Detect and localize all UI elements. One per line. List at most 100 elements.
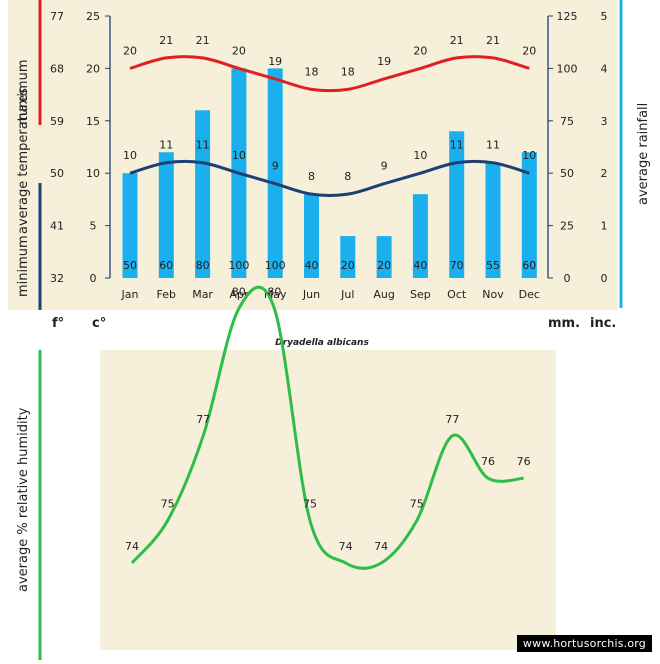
- maximum-value-label: 19: [377, 55, 391, 68]
- minimum-value-label: 10: [522, 149, 536, 162]
- rainfall-value-label: 80: [196, 259, 210, 272]
- month-tick-label: Sep: [410, 288, 431, 301]
- humidity-value-label: 75: [410, 498, 424, 511]
- minimum-value-label: 8: [308, 170, 315, 183]
- humidity-line: [130, 285, 524, 570]
- rainfall-bar: [412, 194, 428, 278]
- month-tick-label: Mar: [192, 288, 213, 301]
- celsius-tick-label: 5: [90, 220, 97, 233]
- minimum-value-label: 9: [272, 160, 279, 173]
- humidity-value-label: 74: [374, 540, 388, 553]
- rainfall-value-label: 40: [305, 259, 319, 272]
- humidity-value-label: 77: [196, 413, 210, 426]
- fahrenheit-unit-label: f°: [52, 316, 64, 331]
- mm-tick-label: 100: [557, 62, 578, 75]
- maximum-value-label: 21: [159, 34, 173, 47]
- humidity-panel-background: [100, 350, 556, 650]
- month-tick-label: Dec: [519, 288, 540, 301]
- rainfall-bar: [340, 236, 356, 278]
- mm-tick-label: 50: [560, 167, 574, 180]
- minimum-value-label: 11: [486, 139, 500, 152]
- humidity-value-label: 75: [161, 498, 175, 511]
- fahrenheit-tick-label: 41: [50, 220, 64, 233]
- humidity-value-label: 74: [339, 540, 353, 553]
- maximum-value-label: 21: [196, 34, 210, 47]
- maximum-value-label: 18: [341, 65, 355, 78]
- mm-tick-label: 75: [560, 115, 574, 128]
- minimum-label: minimum: [16, 235, 31, 297]
- month-tick-label: Feb: [157, 288, 176, 301]
- humidity-value-label: 77: [445, 413, 459, 426]
- inch-tick-label: 0: [601, 272, 608, 285]
- maximum-value-label: 20: [232, 44, 246, 57]
- inch-tick-label: 2: [601, 167, 608, 180]
- humidity-line-group: 74 75 77 80 80 75 74 74 75 77 76 76: [125, 285, 531, 570]
- humidity-value-label: 80: [232, 286, 246, 299]
- maximum-value-label: 20: [413, 44, 427, 57]
- minimum-value-label: 9: [381, 160, 388, 173]
- celsius-tick-label: 10: [86, 167, 100, 180]
- minimum-value-label: 11: [159, 139, 173, 152]
- minimum-value-label: 11: [196, 139, 210, 152]
- humidity-value-label: 75: [303, 498, 317, 511]
- rainfall-value-label: 40: [413, 259, 427, 272]
- maximum-value-label: 21: [486, 34, 500, 47]
- rainfall-bars-group: 50 60 80 100 100 40 20 20 40 70 55 60: [122, 68, 537, 279]
- maximum-value-label: 20: [123, 44, 137, 57]
- inch-tick-label: 3: [601, 115, 608, 128]
- celsius-tick-label: 20: [86, 62, 100, 75]
- minimum-value-label: 8: [344, 170, 351, 183]
- humidity-value-label: 80: [267, 286, 281, 299]
- month-tick-label: Jan: [121, 288, 139, 301]
- minimum-value-label: 10: [123, 149, 137, 162]
- humidity-value-label: 76: [517, 455, 531, 468]
- rainfall-value-label: 100: [265, 259, 286, 272]
- minimum-value-label: 10: [413, 149, 427, 162]
- inch-tick-label: 4: [601, 62, 608, 75]
- rainfall-bar: [158, 152, 174, 278]
- celsius-unit-label: c°: [92, 316, 106, 331]
- celsius-tick-label: 0: [90, 272, 97, 285]
- rainfall-bar: [449, 131, 465, 278]
- average-rainfall-label: average rainfall: [636, 103, 651, 205]
- watermark: www.hortusorchis.org: [516, 635, 652, 652]
- rainfall-bar: [376, 236, 392, 278]
- rainfall-value-label: 70: [450, 259, 464, 272]
- mm-tick-label: 25: [560, 220, 574, 233]
- axis-ticks-group: 32 0 0 041 5 25 150 10 50 259 15 75 368 20 100 477 25 125…: [50, 10, 608, 301]
- fahrenheit-tick-label: 77: [50, 10, 64, 23]
- rainfall-value-label: 20: [377, 259, 391, 272]
- minimum-temperature-line: [129, 159, 530, 197]
- humidity-value-label: 74: [125, 540, 139, 553]
- rainfall-bar: [521, 152, 537, 278]
- rainfall-bar: [304, 194, 319, 278]
- average-humidity-label: average % relative humidity: [16, 407, 31, 592]
- rainfall-bar: [485, 162, 501, 278]
- minimum-value-label: 11: [450, 139, 464, 152]
- celsius-tick-label: 25: [86, 10, 100, 23]
- maximum-label: maximum: [16, 59, 31, 125]
- rainfall-value-label: 60: [159, 259, 173, 272]
- fahrenheit-tick-label: 59: [50, 115, 64, 128]
- month-tick-label: Aug: [373, 288, 394, 301]
- month-tick-label: Jul: [340, 288, 354, 301]
- mm-unit-label: mm.: [548, 316, 580, 331]
- rainfall-bar: [195, 110, 211, 278]
- species-name: Dryadella albicans: [275, 338, 369, 348]
- fahrenheit-tick-label: 32: [50, 272, 64, 285]
- average-temperatures-label: average temperatures: [16, 88, 31, 234]
- celsius-tick-label: 15: [86, 115, 100, 128]
- mm-tick-label: 0: [564, 272, 571, 285]
- maximum-value-label: 20: [522, 44, 536, 57]
- maximum-temperature-line: [129, 55, 530, 93]
- temperature-lines-group: 20 21 21 20 19 18 18 19 20 21 21 20 10 11 11 10 9 8 8 9 10 11…: [123, 34, 536, 197]
- humidity-value-label: 76: [481, 455, 495, 468]
- fahrenheit-tick-label: 50: [50, 167, 64, 180]
- rainfall-value-label: 55: [486, 259, 500, 272]
- minimum-value-label: 10: [232, 149, 246, 162]
- inch-unit-label: inc.: [590, 316, 616, 331]
- month-tick-label: Nov: [482, 288, 504, 301]
- inch-tick-label: 5: [601, 10, 608, 23]
